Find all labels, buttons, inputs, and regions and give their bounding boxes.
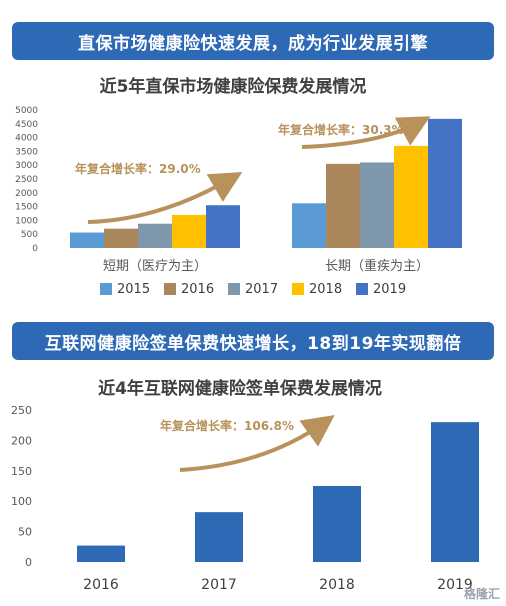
bar-2019 bbox=[431, 422, 479, 562]
chart1-y-axis: 0 500 1000 1500 2000 2500 3000 3500 4000 4500 5000 bbox=[15, 106, 38, 254]
bar-2018-0 bbox=[172, 214, 206, 248]
bar-2016-0 bbox=[104, 228, 138, 248]
chart2-title: 近4年互联网健康险签单保费发展情况 bbox=[98, 378, 382, 399]
category-label: 长期（重疾为主） bbox=[325, 258, 429, 274]
y-tick-label: 5000 bbox=[15, 106, 38, 116]
bar-2017-0 bbox=[138, 223, 172, 248]
watermark-logo: 格隆汇 bbox=[463, 587, 500, 601]
legend-swatch-2018 bbox=[292, 283, 304, 295]
y-tick-label: 3500 bbox=[15, 147, 38, 157]
banner-bottom: 互联网健康险签单保费快速增长，18到19年实现翻倍 bbox=[12, 322, 494, 360]
bar-2016-1 bbox=[326, 163, 360, 248]
bar-2018 bbox=[313, 486, 361, 562]
bar-2019-1 bbox=[428, 118, 462, 248]
legend-swatch-2016 bbox=[164, 283, 176, 295]
y-tick-label: 50 bbox=[18, 526, 32, 539]
legend-label-2017: 2017 bbox=[245, 282, 278, 297]
x-tick-label: 2016 bbox=[83, 577, 119, 593]
legend-swatch-2017 bbox=[228, 283, 240, 295]
chart2-bars bbox=[77, 422, 479, 562]
banner-top: 直保市场健康险快速发展，成为行业发展引擎 bbox=[12, 22, 494, 60]
chart2-y-axis: 0 50 100 150 200 250 bbox=[11, 404, 32, 569]
bar-2018-1 bbox=[394, 145, 428, 248]
x-tick-label: 2019 bbox=[437, 577, 473, 593]
growth-arrow-internet bbox=[179, 415, 335, 472]
chart1-x-axis: 短期（医疗为主） 长期（重疾为主） bbox=[103, 258, 429, 274]
y-tick-label: 1500 bbox=[15, 203, 38, 213]
x-tick-label: 2018 bbox=[319, 577, 355, 593]
y-tick-label: 250 bbox=[11, 404, 32, 417]
cagr-label-short: 年复合增长率：29.0% bbox=[75, 161, 201, 176]
legend-label-2019: 2019 bbox=[373, 282, 406, 297]
bar-2015-0 bbox=[70, 232, 104, 248]
chart1-legend: 2015 2016 2017 2018 2019 bbox=[100, 282, 406, 297]
legend-swatch-2019 bbox=[356, 283, 368, 295]
y-tick-label: 3000 bbox=[15, 161, 38, 171]
x-tick-label: 2017 bbox=[201, 577, 237, 593]
y-tick-label: 2500 bbox=[15, 175, 38, 185]
growth-arrow-short bbox=[87, 171, 243, 224]
y-tick-label: 200 bbox=[11, 434, 32, 447]
bar-2016 bbox=[77, 545, 125, 562]
y-tick-label: 100 bbox=[11, 495, 32, 508]
legend-label-2016: 2016 bbox=[181, 282, 214, 297]
y-tick-label: 2000 bbox=[15, 189, 38, 199]
y-tick-label: 4000 bbox=[15, 134, 38, 144]
bar-2017-1 bbox=[360, 162, 394, 248]
y-tick-label: 0 bbox=[25, 556, 32, 569]
category-label: 短期（医疗为主） bbox=[103, 259, 207, 274]
bar-2015-1 bbox=[292, 203, 326, 248]
y-tick-label: 150 bbox=[11, 465, 32, 478]
chart1-title: 近5年直保市场健康险保费发展情况 bbox=[100, 76, 367, 97]
y-tick-label: 0 bbox=[32, 244, 38, 254]
legend-label-2018: 2018 bbox=[309, 282, 342, 297]
y-tick-label: 4500 bbox=[15, 120, 38, 130]
chart-premium-5yr: 近5年直保市场健康险保费发展情况 0 500 1000 1500 2000 2500 300… bbox=[15, 76, 462, 297]
cagr-label-long: 年复合增长率：30.3% bbox=[278, 122, 404, 137]
y-tick-label: 500 bbox=[21, 230, 38, 240]
bar-2019-0 bbox=[206, 205, 240, 248]
bar-2017 bbox=[195, 512, 243, 562]
y-tick-label: 1000 bbox=[15, 216, 38, 226]
growth-arrow-long bbox=[301, 116, 431, 149]
chart2-x-axis: 2016 2017 2018 2019 bbox=[83, 577, 473, 593]
cagr-label-internet: 年复合增长率：106.8% bbox=[160, 418, 294, 433]
chart1-bars bbox=[70, 118, 462, 248]
legend-label-2015: 2015 bbox=[117, 282, 150, 297]
legend-swatch-2015 bbox=[100, 283, 112, 295]
